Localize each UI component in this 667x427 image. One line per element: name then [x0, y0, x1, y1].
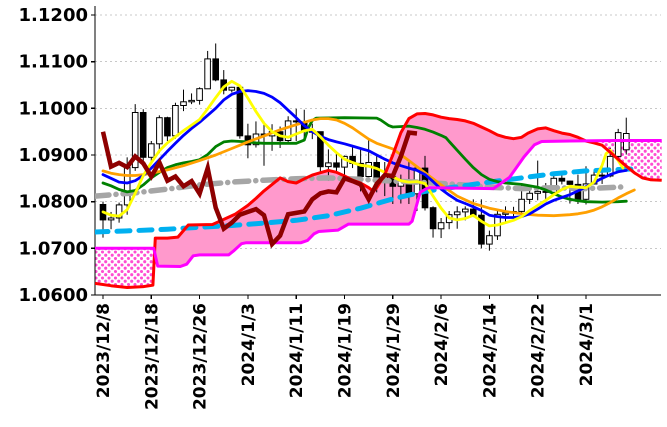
candle [478, 199, 485, 249]
y-axis-label: 1.1200 [19, 5, 88, 26]
x-axis-label: 2023/12/18 [142, 303, 162, 410]
candle [139, 109, 147, 162]
kijun-green [101, 116, 628, 204]
candle [614, 128, 622, 160]
candle [188, 93, 195, 105]
candle [526, 189, 534, 204]
candle [365, 140, 372, 178]
cloud-bearish-region [95, 248, 155, 288]
y-axis-label: 1.0900 [19, 145, 88, 166]
x-axis-label: 2024/3/1 [577, 303, 597, 386]
x-axis-label: 2024/2/22 [529, 303, 549, 398]
candle [228, 86, 236, 93]
candle [196, 87, 203, 105]
y-axis-label: 1.1100 [19, 52, 88, 73]
candle [180, 89, 187, 112]
senkou-span-b-line [95, 139, 662, 268]
candle [437, 218, 445, 239]
trend-cyan-dashed [95, 166, 636, 235]
x-axis-label: 2024/1/29 [384, 303, 404, 398]
chikou-group [100, 130, 418, 249]
cloud-border-lines [95, 112, 662, 289]
x-axis-label: 2023/12/26 [191, 303, 211, 410]
y-axis-label: 1.1000 [19, 98, 88, 119]
candle [115, 202, 123, 223]
candle [349, 146, 356, 169]
x-axis-labels: 2023/12/8 2023/12/18 2023/12/26 2024/1/3 202… [94, 295, 597, 410]
candle [453, 206, 461, 229]
candle [284, 116, 292, 144]
candle [172, 102, 179, 139]
cloud-bearish-region [585, 140, 662, 181]
y-axis-label: 1.0800 [19, 192, 88, 213]
candle [156, 115, 163, 154]
candle [148, 141, 155, 162]
ma-slow-orange [101, 117, 636, 218]
candle [534, 160, 542, 201]
candle [212, 43, 219, 82]
chikou-span-line [100, 130, 418, 249]
candle [204, 50, 211, 90]
ma-fast-yellow [101, 79, 625, 228]
x-axis-label: 2024/1/11 [287, 303, 307, 398]
x-axis-label: 2023/12/8 [94, 303, 114, 398]
x-axis-label: 2024/2/6 [432, 303, 452, 386]
candle [333, 152, 340, 174]
y-axis-labels: 1.1200 1.1100 1.1000 1.0900 1.0800 1.0700 1.06… [19, 5, 88, 306]
candle [502, 206, 509, 223]
x-axis-label: 2024/2/14 [480, 303, 500, 398]
candle [623, 117, 630, 155]
x-axis-label: 2024/1/3 [239, 303, 259, 386]
candle [486, 230, 493, 251]
x-axis-label: 2024/1/19 [336, 303, 356, 398]
candle [429, 206, 437, 238]
ma-mid-blue [101, 89, 628, 219]
candle [164, 116, 171, 141]
senkou-span-a-line [95, 112, 662, 289]
candle [236, 86, 244, 139]
y-axis-label: 1.0600 [19, 285, 88, 306]
y-axis-label: 1.0700 [19, 238, 88, 259]
